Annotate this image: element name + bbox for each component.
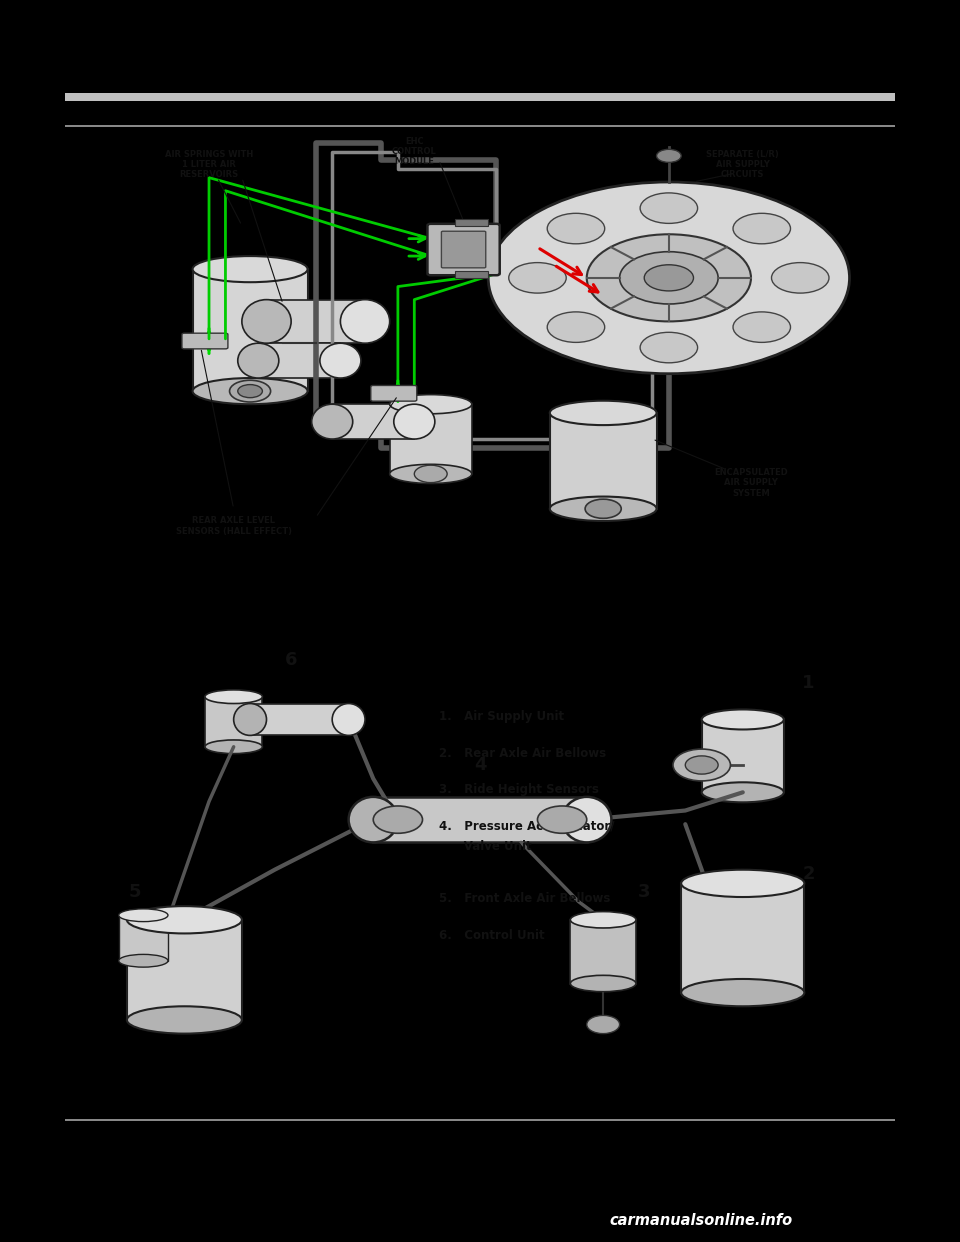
Bar (455, 271, 489, 278)
Circle shape (657, 149, 682, 163)
Text: SEPARATE (L/R)
AIR SUPPLY
CIRCUITS: SEPARATE (L/R) AIR SUPPLY CIRCUITS (707, 150, 780, 180)
Circle shape (587, 1016, 619, 1033)
Ellipse shape (550, 497, 657, 520)
Ellipse shape (332, 703, 365, 735)
Bar (204, 697, 262, 746)
Text: 3.   Ride Height Sensors: 3. Ride Height Sensors (439, 784, 599, 796)
FancyBboxPatch shape (182, 333, 228, 349)
Bar (65, 93, 895, 101)
Text: Valve Unit: Valve Unit (439, 840, 532, 853)
Circle shape (229, 380, 271, 402)
Ellipse shape (563, 797, 612, 842)
Ellipse shape (682, 979, 804, 1006)
Circle shape (415, 466, 447, 483)
Bar (682, 883, 804, 992)
Text: 4.   Pressure Accumulator/: 4. Pressure Accumulator/ (439, 820, 614, 832)
Circle shape (585, 499, 621, 518)
Ellipse shape (394, 404, 435, 440)
Circle shape (509, 262, 566, 293)
Text: 4: 4 (473, 756, 487, 774)
Text: REAR AXLE LEVEL
SENSORS (HALL EFFECT): REAR AXLE LEVEL SENSORS (HALL EFFECT) (176, 517, 292, 535)
Bar (65, 125, 895, 127)
Bar (193, 270, 307, 391)
Bar (373, 797, 587, 842)
Ellipse shape (348, 797, 397, 842)
Bar (702, 719, 783, 792)
Text: 6: 6 (285, 651, 298, 669)
Bar (267, 299, 365, 343)
Circle shape (640, 333, 698, 363)
Text: 1.   Air Supply Unit: 1. Air Supply Unit (439, 710, 564, 723)
Text: EHC System Overview: EHC System Overview (86, 89, 309, 107)
Ellipse shape (702, 782, 783, 802)
Circle shape (619, 252, 718, 304)
Bar (127, 920, 242, 1020)
Text: 2.   Rear Axle Air Bellows: 2. Rear Axle Air Bellows (439, 746, 606, 760)
Ellipse shape (119, 909, 168, 922)
Bar (570, 920, 636, 984)
Circle shape (673, 749, 731, 781)
Ellipse shape (341, 299, 390, 343)
Text: 14: 14 (81, 1130, 102, 1145)
Circle shape (489, 183, 850, 374)
Text: 3: 3 (638, 883, 651, 902)
Text: 1: 1 (803, 674, 815, 692)
Circle shape (733, 214, 790, 243)
Circle shape (772, 262, 829, 293)
Circle shape (538, 806, 587, 833)
Bar (65, 37, 895, 93)
Circle shape (238, 385, 262, 397)
Ellipse shape (702, 709, 783, 729)
Circle shape (373, 806, 422, 833)
Text: ENCAPSULATED
AIR SUPPLY
SYSTEM: ENCAPSULATED AIR SUPPLY SYSTEM (714, 468, 788, 498)
Circle shape (640, 193, 698, 224)
Ellipse shape (204, 689, 262, 703)
Text: EHC II Dual Axle Air Suspension E53: EHC II Dual Axle Air Suspension E53 (346, 1084, 614, 1097)
FancyBboxPatch shape (371, 385, 417, 401)
Text: EHC
CONTROL
MODULE: EHC CONTROL MODULE (392, 137, 437, 166)
Bar (258, 343, 341, 378)
Ellipse shape (233, 703, 267, 735)
Bar (250, 703, 348, 735)
Ellipse shape (127, 907, 242, 934)
Ellipse shape (550, 401, 657, 425)
Ellipse shape (193, 256, 307, 282)
Bar (119, 915, 168, 961)
Bar (332, 404, 415, 440)
Circle shape (685, 756, 718, 774)
Ellipse shape (119, 954, 168, 968)
Ellipse shape (312, 404, 352, 440)
Circle shape (644, 265, 693, 291)
Bar (550, 412, 657, 509)
Text: 6.   Control Unit: 6. Control Unit (439, 929, 544, 941)
Ellipse shape (238, 343, 278, 378)
Bar (390, 404, 471, 474)
FancyBboxPatch shape (427, 224, 500, 276)
Ellipse shape (242, 299, 291, 343)
Text: carmanualsonline.info: carmanualsonline.info (610, 1213, 792, 1228)
Circle shape (547, 214, 605, 243)
Circle shape (733, 312, 790, 343)
Ellipse shape (204, 740, 262, 754)
Ellipse shape (570, 975, 636, 991)
FancyBboxPatch shape (442, 231, 486, 268)
Bar (65, 1119, 895, 1120)
Ellipse shape (127, 1006, 242, 1033)
Text: EHC I Single Axle Air Suspension E39/E53: EHC I Single Axle Air Suspension E39/E53 (350, 581, 610, 594)
Text: 5: 5 (129, 883, 141, 902)
Text: 5.   Front Axle Air Bellows: 5. Front Axle Air Bellows (439, 893, 611, 905)
Ellipse shape (193, 378, 307, 404)
Circle shape (587, 235, 751, 322)
Ellipse shape (320, 343, 361, 378)
Text: Level Control Systems: Level Control Systems (81, 1148, 189, 1158)
Ellipse shape (390, 465, 471, 483)
Bar (455, 219, 489, 226)
Circle shape (547, 312, 605, 343)
Text: AIR SPRINGS WITH
1 LITER AIR
RESERVOIRS: AIR SPRINGS WITH 1 LITER AIR RESERVOIRS (165, 150, 253, 180)
Ellipse shape (570, 912, 636, 928)
Ellipse shape (390, 395, 471, 414)
Text: 2: 2 (803, 866, 815, 883)
Ellipse shape (682, 869, 804, 897)
